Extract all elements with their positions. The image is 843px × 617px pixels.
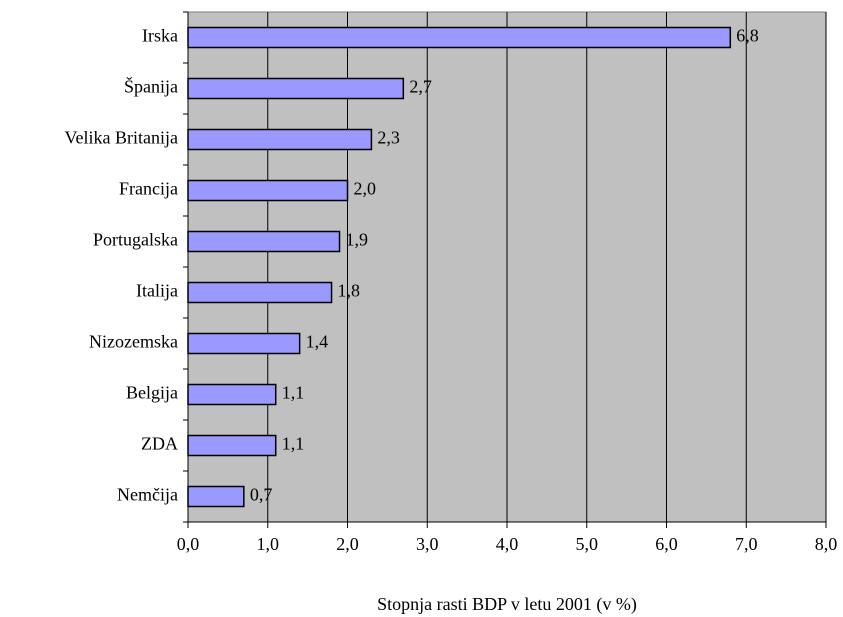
x-axis-title: Stopnja rasti BDP v letu 2001 (v %) [377, 594, 637, 615]
data-label: 1,9 [346, 230, 369, 250]
data-label: 1,4 [306, 332, 329, 352]
y-tick-label: Nemčija [117, 485, 178, 505]
bar [187, 26, 732, 49]
y-tick-label: Italija [136, 281, 178, 301]
data-label: 6,8 [736, 26, 759, 46]
x-tick-label: 0,0 [177, 534, 200, 554]
x-tick-label: 3,0 [416, 534, 439, 554]
y-tick-label: Francija [119, 179, 178, 199]
data-label: 0,7 [250, 485, 273, 505]
data-label: 2,0 [354, 179, 377, 199]
data-label: 1,8 [338, 281, 361, 301]
y-tick-label: Španija [124, 76, 178, 97]
bar [187, 230, 341, 253]
bar [187, 179, 349, 202]
x-tick-label: 7,0 [735, 534, 758, 554]
x-tick-label: 2,0 [336, 534, 359, 554]
data-label: 1,1 [282, 383, 305, 403]
y-tick-label: Nizozemska [89, 332, 178, 352]
bar [187, 485, 245, 508]
bar [187, 332, 301, 355]
bar [187, 434, 277, 457]
bar [187, 281, 333, 304]
x-tick-label: 5,0 [576, 534, 599, 554]
data-label: 2,3 [377, 128, 400, 148]
y-tick-label: ZDA [141, 434, 178, 454]
x-tick-label: 1,0 [257, 534, 280, 554]
x-tick-label: 4,0 [496, 534, 519, 554]
y-tick-label: Velika Britanija [65, 128, 178, 148]
y-tick-label: Portugalska [93, 230, 178, 250]
x-tick-label: 8,0 [815, 534, 838, 554]
x-tick-label: 6,0 [655, 534, 678, 554]
y-tick-label: Irska [142, 26, 178, 46]
bar [187, 77, 405, 100]
bar [187, 383, 277, 406]
data-label: 1,1 [282, 434, 305, 454]
bar [187, 128, 373, 151]
data-label: 2,7 [409, 77, 432, 97]
y-tick-label: Belgija [126, 383, 178, 403]
